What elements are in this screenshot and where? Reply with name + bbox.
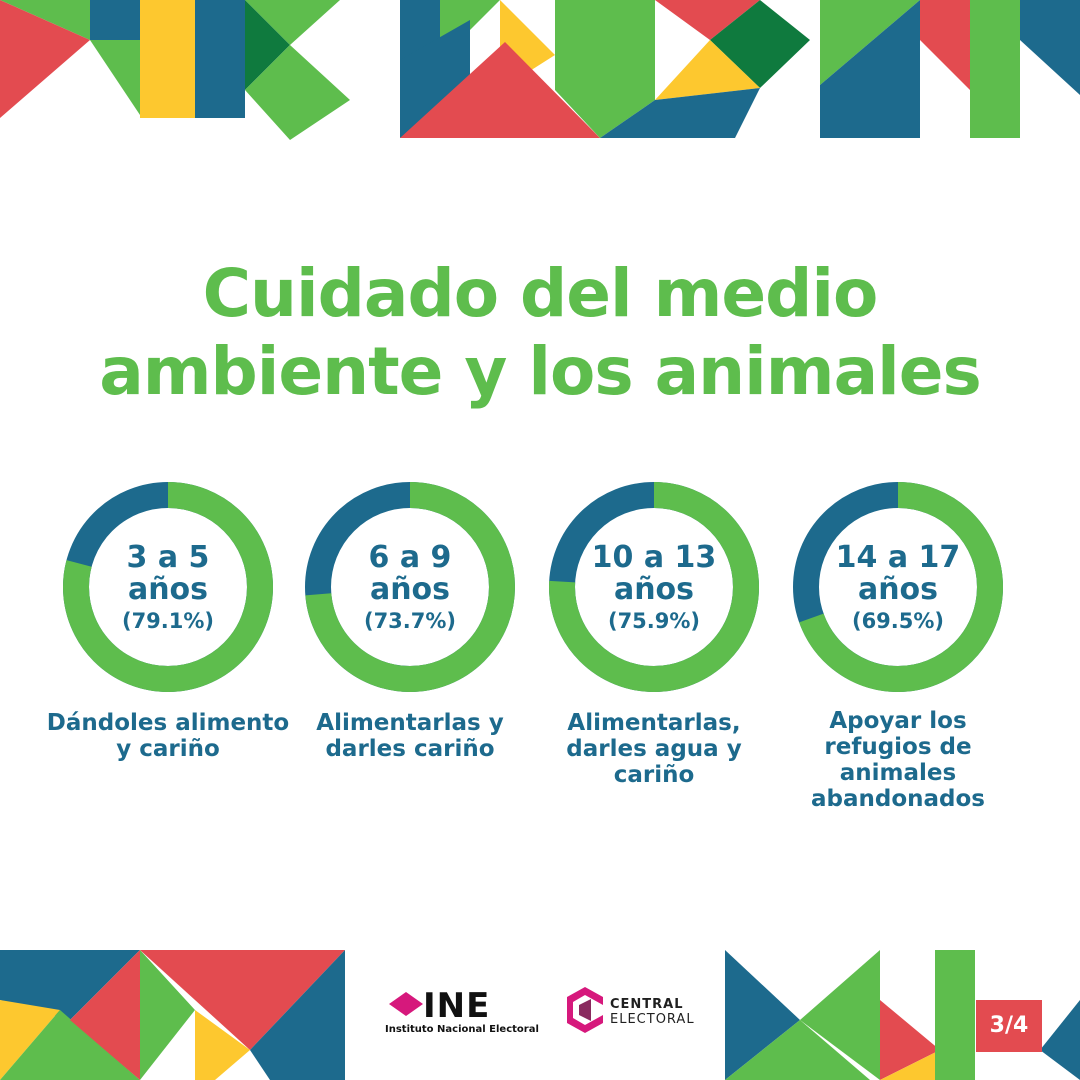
- age-unit-2: años: [370, 572, 450, 607]
- central-electoral-logo: CENTRAL ELECTORAL: [565, 985, 695, 1037]
- ine-subtitle: Instituto Nacional Electoral: [385, 1024, 539, 1035]
- percent-label-3: (75.9%): [608, 609, 700, 633]
- central-electoral-line-1: CENTRAL: [610, 997, 684, 1012]
- age-unit-3: años: [614, 572, 694, 607]
- age-unit-1: años: [128, 572, 208, 607]
- donut-charts: 3 a 5 años (79.1%) 6 a 9 años (73.7%) 10 a 13 a…: [0, 470, 1080, 830]
- age-group-1: 3 a 5: [127, 540, 210, 575]
- age-group-2: 6 a 9: [369, 540, 452, 575]
- donut-value-arc-4: [793, 482, 1003, 692]
- percent-label-1: (79.1%): [122, 609, 214, 633]
- age-group-3: 10 a 13: [592, 540, 717, 575]
- donut-value-arc-1: [63, 482, 273, 692]
- ine-wordmark: INE: [423, 986, 491, 1026]
- donut-value-arc-2: [305, 482, 515, 692]
- page-indicator-badge: 3/4: [976, 1000, 1042, 1052]
- chart-label-1: Dándoles alimento y cariño: [46, 710, 290, 762]
- chart-label-3: Alimentarlas, darles agua y cariño: [566, 710, 742, 788]
- central-electoral-line-2: ELECTORAL: [610, 1012, 695, 1027]
- title-line-1: Cuidado del medio: [202, 255, 879, 332]
- central-electoral-icon: [567, 987, 603, 1033]
- age-unit-4: años: [858, 572, 938, 607]
- percent-label-4: (69.5%): [852, 609, 944, 633]
- chart-label-2: Alimentarlas y darles cariño: [316, 710, 504, 762]
- donut-value-arc-3: [549, 482, 759, 692]
- percent-label-2: (73.7%): [364, 609, 456, 633]
- age-group-4: 14 a 17: [836, 540, 961, 575]
- title-line-2: ambiente y los animales: [99, 333, 982, 410]
- page-title: Cuidado del medio ambiente y los animale…: [40, 255, 1040, 411]
- ine-diamond-icon: [389, 992, 423, 1016]
- chart-label-4: Apoyar los refugios de animales abandona…: [811, 708, 985, 812]
- ine-logo: INE Instituto Nacional Electoral: [385, 986, 539, 1038]
